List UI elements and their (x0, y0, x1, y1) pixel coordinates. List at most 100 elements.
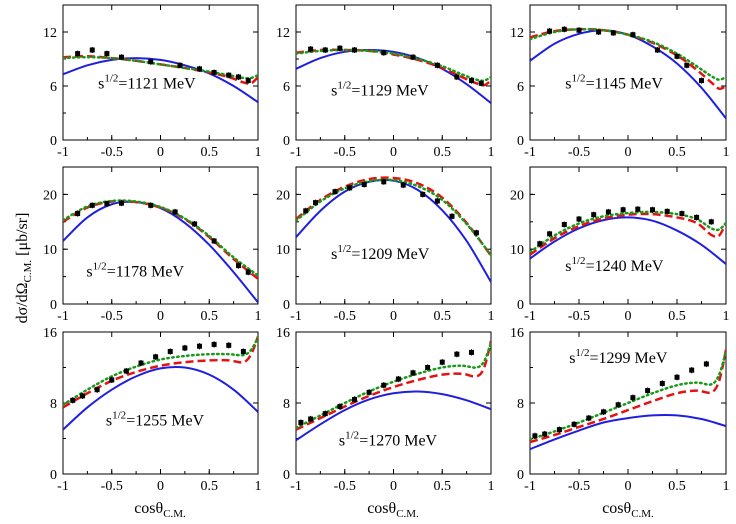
data-point (236, 263, 241, 269)
x-tick-label: -0.5 (334, 479, 356, 494)
data-point (410, 370, 416, 376)
curves (63, 199, 258, 303)
y-tick-label: 12 (43, 26, 57, 41)
y-tick-label: 8 (50, 397, 57, 412)
data-point (610, 30, 616, 36)
panel-9: -1 -0.5 0 0.5 1 0 8 16 s1/2=1299 MeV (510, 326, 730, 494)
x-tick-label: -1 (290, 479, 302, 494)
data-point (425, 365, 431, 370)
data-point (556, 427, 562, 433)
data-point (226, 72, 232, 78)
data-point (148, 202, 154, 208)
y-tick-label: 6 (283, 80, 290, 95)
panel-1: -1 -0.5 0 0.5 1 0 6 12 s1/2=1121 MeV (43, 4, 262, 160)
data-point (615, 402, 621, 408)
y-tick-label: 16 (510, 326, 524, 341)
x-tick-label: 0.5 (668, 309, 686, 324)
curve-dotted (530, 27, 726, 81)
data-point (532, 433, 538, 439)
data-point (434, 62, 440, 68)
y-tick-label: 12 (276, 26, 290, 41)
data-point (630, 32, 636, 38)
curve-dashed (296, 340, 491, 431)
data-point (654, 47, 660, 53)
y-axis-label: dσ/dΩC.M. [μb/sr] (14, 213, 34, 324)
x-tick-label: 0.5 (434, 479, 452, 494)
x-tick-label: 1 (255, 145, 262, 160)
panel-frame (529, 4, 727, 141)
x-tick-label: 1 (255, 309, 262, 324)
x-tick-label: -1 (290, 309, 302, 324)
data-point (547, 231, 553, 237)
curve-dotted (63, 336, 258, 407)
y-tick-label: 0 (283, 298, 290, 313)
y-tick-label: 0 (517, 134, 524, 149)
x-tick-label: 0.5 (434, 309, 452, 324)
x-axis-label-col-1: cosθC.M. (134, 500, 186, 520)
energy-label: s1/2=1270 MeV (339, 430, 438, 450)
data-point (197, 343, 202, 349)
data-point (148, 59, 154, 65)
x-tick-label: -1 (290, 145, 302, 160)
y-tick-label: 10 (43, 243, 57, 258)
curve-dashed (530, 212, 726, 256)
data-point (236, 74, 241, 80)
x-tick-label: -0.5 (334, 145, 356, 160)
y-tick-label: 0 (283, 468, 290, 483)
x-tick-label: -1 (57, 309, 69, 324)
data-point (699, 78, 704, 84)
data-point (352, 396, 357, 402)
data-point (381, 382, 387, 388)
data-point (226, 342, 232, 348)
y-tick-label: 20 (510, 188, 524, 203)
panel-7: -1 -0.5 0 0.5 1 0 8 16 s1/2=1255 MeV (43, 326, 262, 494)
y-tick-label: 16 (43, 326, 57, 341)
x-tick-label: 1 (488, 479, 495, 494)
x-tick-label: 0 (390, 309, 397, 324)
y-axis-label-unit: [μb/sr] (14, 213, 31, 260)
energy-label: s1/2=1255 MeV (106, 410, 205, 430)
data-point (104, 201, 110, 207)
data-point (109, 377, 115, 383)
data-point (478, 80, 484, 86)
x-tick-label: 1 (723, 479, 730, 494)
data-point (576, 27, 582, 33)
data-point (703, 361, 709, 367)
curves (296, 176, 491, 283)
curves (530, 27, 726, 120)
energy-label: s1/2=1209 MeV (331, 243, 430, 263)
data-point (454, 74, 460, 80)
y-tick-label: 0 (50, 298, 57, 313)
data-point (322, 47, 328, 53)
data-point (395, 376, 401, 382)
panel-3: -1 -0.5 0 0.5 1 0 6 12 s1/2=1145 MeV (510, 4, 730, 160)
y-tick-label: 0 (517, 468, 524, 483)
data-point (630, 395, 636, 401)
data-point (591, 212, 597, 218)
data-point (211, 70, 217, 75)
data-point (689, 367, 695, 373)
data-point (337, 404, 343, 410)
data-point (75, 211, 81, 217)
x-tick-label: 0 (625, 145, 632, 160)
data-point (89, 47, 95, 53)
data-point (605, 209, 611, 215)
x-tick-label: 1 (255, 479, 262, 494)
curve-solid (63, 365, 258, 431)
curve-dotted (296, 178, 491, 257)
y-axis-label-main: dσ/dΩ (14, 282, 31, 323)
data-point (473, 230, 479, 236)
data-point (153, 354, 159, 360)
data-point (119, 200, 124, 206)
data-point (80, 393, 85, 399)
data-point (313, 200, 318, 206)
y-tick-label: 12 (510, 26, 524, 41)
x-tick-label: -1 (57, 145, 69, 160)
curve-solid (296, 48, 491, 104)
x-tick-label: 0.5 (434, 145, 452, 160)
x-tick-label: -0.5 (101, 145, 123, 160)
data-point (192, 221, 198, 227)
energy-label: s1/2=1121 MeV (98, 73, 196, 93)
curve-solid (530, 29, 726, 120)
